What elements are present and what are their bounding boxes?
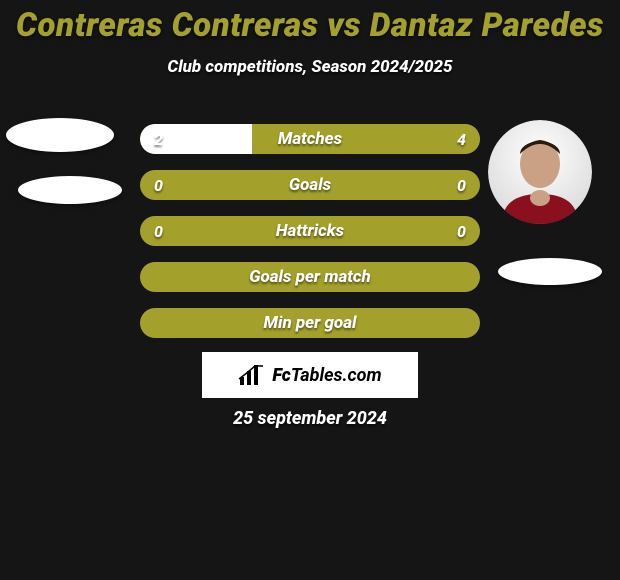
bar-chart-icon (238, 363, 266, 387)
comparison-infographic: Contreras Contreras vs Dantaz Paredes Cl… (0, 0, 620, 580)
page-title: Contreras Contreras vs Dantaz Paredes (0, 0, 620, 45)
stat-row-matches: Matches2 4 (140, 124, 480, 154)
stat-label: Matches (140, 124, 480, 154)
player-right-name-ellipse (498, 258, 602, 285)
stat-row-goals: Goals0 0 (140, 170, 480, 200)
page-subtitle: Club competitions, Season 2024/2025 (0, 57, 620, 77)
stat-label: Goals (140, 170, 480, 200)
stat-label: Goals per match (140, 262, 480, 292)
avatar-placeholder-icon (488, 120, 592, 224)
player-left-ellipse-2 (18, 176, 122, 204)
infographic-date: 25 september 2024 (0, 408, 620, 429)
comparison-bars: Matches24Goals00Hattricks00Goals per mat… (140, 124, 480, 354)
stat-label: Hattricks (140, 216, 480, 246)
stat-row-goals-per-match: Goals per match (140, 262, 480, 292)
stat-right-value: 0 (443, 216, 480, 246)
stat-row-min-per-goal: Min per goal (140, 308, 480, 338)
stat-row-hattricks: Hattricks0 0 (140, 216, 480, 246)
stat-label: Min per goal (140, 308, 480, 338)
player-right-avatar (488, 120, 592, 224)
stat-left-value: 0 (140, 170, 177, 200)
stat-left-value: 2 (140, 124, 177, 154)
stat-left-value: 0 (140, 216, 177, 246)
stat-right-value: 4 (443, 124, 480, 154)
player-left-ellipse-1 (6, 118, 114, 152)
stat-right-value: 0 (443, 170, 480, 200)
logo-text: FcTables.com (272, 365, 381, 386)
fctables-logo: FcTables.com (202, 352, 418, 398)
